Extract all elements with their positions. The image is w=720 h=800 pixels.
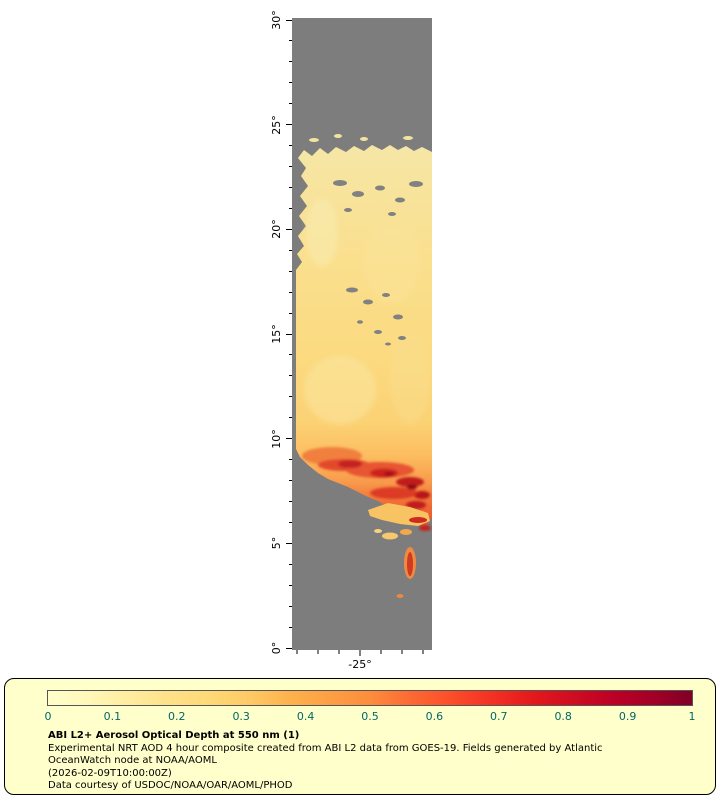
y-major-tick: [286, 19, 292, 21]
y-minor-tick: [288, 312, 292, 314]
x-minor-tick: [401, 650, 403, 654]
y-minor-tick: [288, 480, 292, 482]
x-axis: -25°: [292, 650, 432, 676]
y-axis-label: 25°: [270, 114, 283, 135]
y-minor-tick: [288, 249, 292, 251]
legend-timestamp: (2026-02-09T10:00:00Z): [48, 767, 172, 779]
y-minor-tick: [288, 375, 292, 377]
y-axis-label: 20°: [270, 219, 283, 240]
y-minor-tick: [288, 145, 292, 147]
y-minor-tick: [288, 605, 292, 607]
x-minor-tick: [380, 650, 382, 654]
legend-description-line2: OceanWatch node at NOAA/AOML: [48, 755, 217, 766]
y-minor-tick: [288, 521, 292, 523]
y-minor-tick: [288, 207, 292, 209]
colorbar-tick-label: 0.4: [296, 710, 315, 723]
y-minor-tick: [288, 291, 292, 293]
y-axis-label: 15°: [270, 324, 283, 344]
colorbar-tick-label: 0.1: [103, 710, 122, 723]
map-plot-area: [292, 18, 432, 650]
y-minor-tick: [288, 459, 292, 461]
x-minor-tick: [317, 650, 319, 654]
y-axis-label: 30°: [270, 10, 283, 30]
y-axis-label: 10°: [270, 428, 283, 449]
detached-patches: [309, 134, 430, 598]
y-major-tick: [286, 647, 292, 649]
y-minor-tick: [288, 82, 292, 84]
light-mottling: [304, 199, 430, 424]
legend-panel: 0 0.1 0.2 0.3 0.4 0.5 0.6 0.7 0.8 0.9 1 ABI L2+ Ae…: [4, 678, 716, 795]
colorbar-tick-label: 0.8: [554, 710, 572, 723]
y-minor-tick: [288, 584, 292, 586]
colorbar-tick-label: 0.3: [232, 710, 250, 723]
x-axis-label: -25°: [348, 658, 372, 671]
y-minor-tick: [288, 103, 292, 105]
y-minor-tick: [288, 61, 292, 63]
legend-description-line1: Experimental NRT AOD 4 hour composite cr…: [48, 742, 603, 754]
x-minor-tick: [422, 650, 424, 654]
y-minor-tick: [288, 563, 292, 565]
x-major-tick: [359, 650, 361, 656]
y-axis-label: 0°: [270, 641, 283, 655]
colorbar-ticks: 0 0.1 0.2 0.3 0.4 0.5 0.6 0.7 0.8 0.9 1: [44, 710, 696, 724]
y-major-tick: [286, 228, 292, 230]
y-axis-label: 5°: [270, 537, 283, 550]
colorbar-tick-label: 0.9: [618, 710, 637, 723]
colorbar-tick-label: 0.6: [425, 710, 444, 723]
y-minor-tick: [288, 417, 292, 419]
colorbar-tick-label: 0.2: [168, 710, 186, 723]
legend-credit: Data courtesy of USDOC/NOAA/OAR/AOML/PHO…: [48, 780, 293, 791]
legend-title: ABI L2+ Aerosol Optical Depth at 550 nm …: [48, 730, 300, 741]
aod-field: [296, 134, 432, 598]
legend-text: ABI L2+ Aerosol Optical Depth at 550 nm …: [48, 730, 695, 793]
y-minor-tick: [288, 500, 292, 502]
colorbar-tick-label: 0.5: [361, 710, 379, 723]
y-minor-tick: [288, 40, 292, 42]
y-major-tick: [286, 124, 292, 126]
colorbar-tick-label: 1: [688, 710, 696, 723]
colorbar-tick-label: 0: [44, 710, 52, 723]
colorbar-tick-label: 0.7: [490, 710, 508, 723]
x-minor-tick: [296, 650, 298, 654]
x-minor-tick: [338, 650, 340, 654]
y-minor-tick: [288, 186, 292, 188]
cloud-gaps: [333, 180, 423, 346]
y-minor-tick: [288, 354, 292, 356]
y-major-tick: [286, 333, 292, 335]
y-minor-tick: [288, 270, 292, 272]
y-major-tick: [286, 438, 292, 440]
y-minor-tick: [288, 166, 292, 168]
colorbar-gradient: [47, 690, 693, 706]
y-major-tick: [286, 542, 292, 544]
y-minor-tick: [288, 396, 292, 398]
y-minor-tick: [288, 626, 292, 628]
aod-map: [292, 18, 432, 650]
